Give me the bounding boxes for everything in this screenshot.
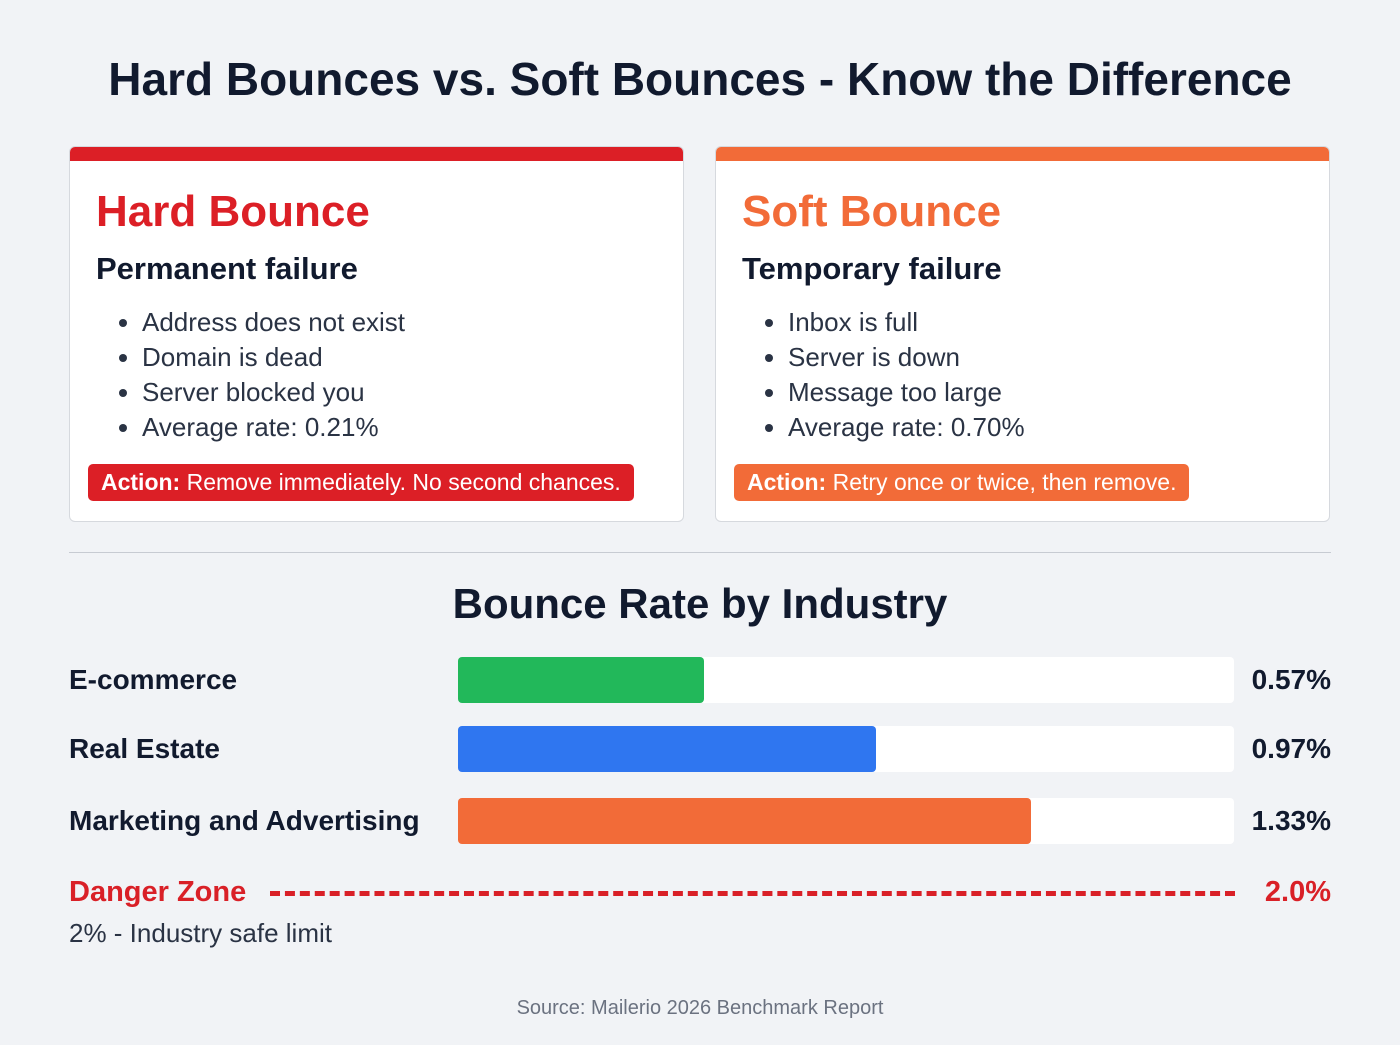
danger-zone-value: 2.0% [1264,876,1331,908]
bar-label: E-commerce [69,664,238,695]
bar-row-real-estate: Real Estate 0.97% [69,726,1331,772]
bar-track [458,657,1234,703]
danger-zone: Danger Zone 2.0% [69,876,1331,916]
card-subheading: Temporary failure [742,251,1002,286]
card-subheading: Permanent failure [96,251,358,286]
list-item: Server blocked you [142,375,405,410]
card-accent-bar [716,147,1329,161]
action-badge: Action: Retry once or twice, then remove… [734,464,1190,501]
action-label: Action: [101,469,181,495]
list-item: Message too large [788,375,1025,410]
card-heading: Soft Bounce [742,187,1002,236]
page-title: Hard Bounces vs. Soft Bounces - Know the… [108,53,1292,105]
card-accent-bar [70,147,683,161]
action-text: Retry once or twice, then remove. [826,469,1177,495]
bar-track [458,726,1234,772]
card-list: Inbox is full Server is down Message too… [788,305,1025,445]
list-item: Domain is dead [142,340,405,375]
action-text: Remove immediately. No second chances. [180,469,621,495]
source-note: Source: Mailerio 2026 Benchmark Report [516,997,884,1019]
bar-value-label: 1.33% [1251,805,1331,836]
list-item: Address does not exist [142,305,405,340]
bar-label: Real Estate [69,733,220,764]
list-item: Inbox is full [788,305,1025,340]
chart-title: Bounce Rate by Industry [452,580,948,627]
card-list: Address does not exist Domain is dead Se… [142,305,405,445]
action-badge: Action: Remove immediately. No second ch… [88,464,634,501]
list-item: Average rate: 0.21% [142,410,405,445]
section-divider [69,552,1331,553]
bar-track [458,798,1234,844]
danger-zone-note: 2% - Industry safe limit [69,918,332,948]
bar-ecommerce [458,657,704,703]
action-label: Action: [747,469,827,495]
card-heading: Hard Bounce [96,187,370,236]
bar-value-label: 0.97% [1251,733,1331,764]
list-item: Server is down [788,340,1025,375]
danger-zone-label: Danger Zone [69,876,247,908]
bar-value-label: 0.57% [1251,664,1331,695]
danger-threshold-line [270,891,1235,896]
bar-row-marketing: Marketing and Advertising 1.33% [69,798,1331,844]
bar-label: Marketing and Advertising [69,805,420,836]
bar-real-estate [458,726,877,772]
bar-marketing [458,798,1032,844]
list-item: Average rate: 0.70% [788,410,1025,445]
hard-bounce-card: Hard Bounce Permanent failure Address do… [69,146,684,522]
soft-bounce-card: Soft Bounce Temporary failure Inbox is f… [715,146,1330,522]
bar-row-ecommerce: E-commerce 0.57% [69,657,1331,703]
